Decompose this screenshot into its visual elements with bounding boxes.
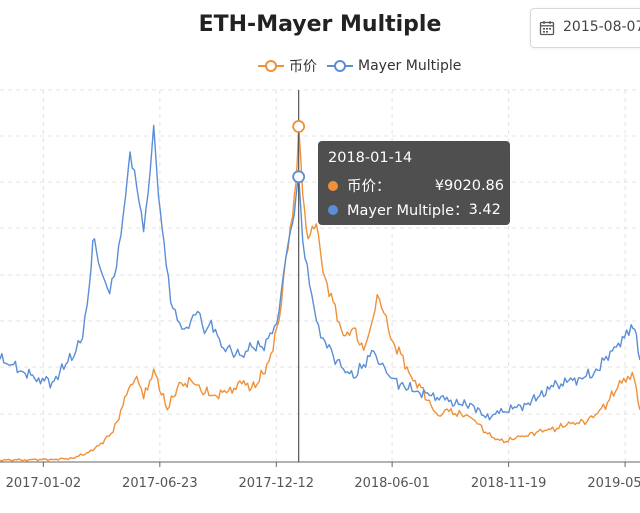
legend-item-price[interactable]: 币价 [258, 56, 317, 76]
tooltip-mayer-label: Mayer Multiple： [347, 203, 469, 219]
tooltip-row-price: 币价： ¥9020.86 [328, 175, 504, 196]
date-picker-value: 2015-08-07 [563, 19, 640, 35]
calendar-icon [539, 21, 555, 36]
legend-label-price: 币价 [289, 59, 317, 75]
tooltip-date: 2018-01-14 [328, 150, 413, 166]
legend-label-mayer: Mayer Multiple [358, 58, 462, 74]
tooltip-row-mayer: Mayer Multiple： 3.42 [328, 199, 504, 220]
legend-line-circle-icon [258, 60, 284, 72]
x-tick-label: 2019-05-09 [587, 476, 640, 491]
x-tick-label: 2017-12-12 [239, 476, 315, 491]
tooltip-dot-price [328, 180, 338, 191]
price-highlight-marker [292, 120, 306, 133]
legend: 币价 Mayer Multiple [258, 56, 471, 76]
mayer-highlight-marker [292, 170, 306, 184]
tooltip-price-value: ¥9020.86 [434, 177, 504, 194]
mayer-series-line [0, 124, 640, 421]
x-tick-label: 2018-11-19 [471, 476, 547, 491]
tooltip-mayer-value: 3.42 [468, 201, 501, 218]
chart-title: ETH-Mayer Multiple [198, 12, 442, 37]
x-tick-label: 2017-01-02 [6, 476, 82, 491]
legend-line-circle-icon [327, 60, 353, 72]
tooltip-dot-mayer [328, 204, 338, 215]
x-tick-label: 2017-06-23 [122, 476, 198, 491]
tooltip: 2018-01-14 币价： ¥9020.86 Mayer Multiple： … [318, 141, 510, 225]
tooltip-price-label: 币价： [347, 179, 391, 195]
x-tick-label: 2018-06-01 [354, 476, 430, 491]
date-picker[interactable]: 2015-08-07 [530, 8, 640, 48]
price-series-line [0, 125, 640, 462]
legend-item-mayer[interactable]: Mayer Multiple [327, 58, 461, 74]
